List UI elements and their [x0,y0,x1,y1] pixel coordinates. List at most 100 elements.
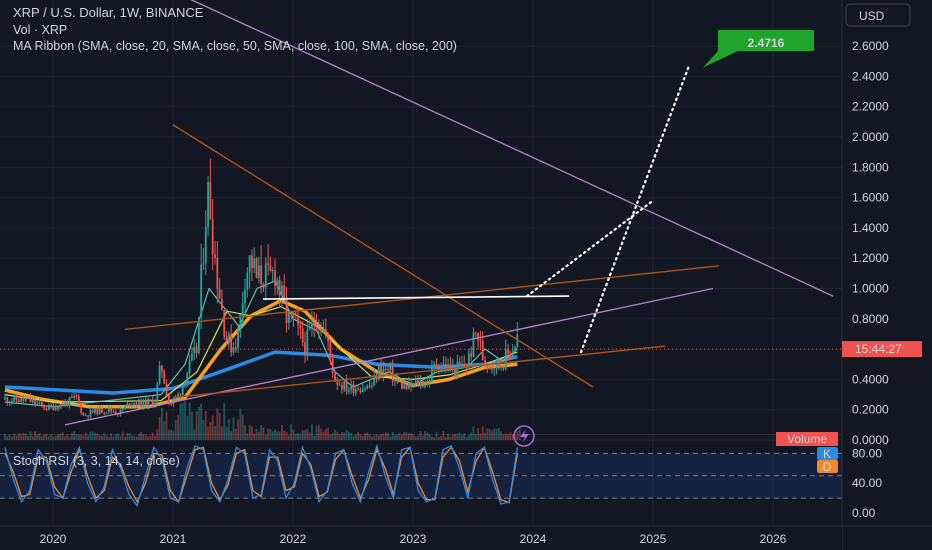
lightning-bolt-glyph [520,429,529,443]
volume-bar [389,436,392,440]
volume-bar [495,429,498,440]
trend-line-white-5 [262,295,570,300]
countdown-badge [842,341,922,358]
candle-body [230,333,233,353]
volume-bar [414,436,417,440]
candle-body [297,317,299,325]
candle-body [431,367,433,382]
candle-body [481,340,484,361]
candle-body [488,366,491,368]
candle-body [403,384,406,389]
volume-bar [191,411,193,440]
volume-bar [361,435,364,440]
volume-badge [776,432,838,446]
volume-bar [177,415,179,440]
candle-body [467,353,470,368]
candle-body [204,227,207,264]
volume-bar [514,435,516,440]
volume-bar [161,407,163,440]
volume-bar [13,433,16,440]
candle-body [147,399,149,407]
countdown-label: 15:44:27 [855,342,902,356]
volume-bar [237,419,239,440]
candle-body [57,407,59,409]
volume-bar [375,434,378,440]
candle-body [514,347,516,352]
volume-bars [4,401,521,440]
volume-bar [59,433,62,440]
volume-bar [456,433,459,440]
time-tick-label: 2023 [400,532,427,546]
candle-body [41,402,43,406]
volume-bar [394,435,396,440]
candle-body [110,408,113,412]
volume-bar [200,403,203,440]
volume-bar [345,429,348,440]
candle-body [424,384,426,387]
volume-bar [444,436,447,440]
candle-body [405,384,408,390]
candle-body [200,264,203,318]
volume-bar [502,434,505,440]
volume-bar [77,434,80,440]
volume-bar [31,436,34,440]
volume-bar [66,434,69,440]
candle-body [311,322,313,329]
lightning-icon[interactable] [513,425,535,447]
volume-bar [218,412,221,440]
candle-body [237,328,239,348]
volume-bar [387,432,389,440]
candle-body [91,410,94,413]
volume-legend: Vol · XRP [13,23,68,37]
symbol-title: XRP / U.S. Dollar, 1W, BINANCE [13,5,204,20]
candle-body [149,399,152,401]
volume-bar [156,429,159,440]
candle-body [292,312,295,318]
volume-bar [371,436,373,440]
volume-bar [331,432,334,440]
volume-bar [43,434,46,440]
volume-bar [151,432,154,440]
volume-bar [202,420,205,440]
candle-body [29,397,32,402]
candle-body [135,403,138,406]
candle-body [140,399,143,408]
stoch-rsi-pane [0,434,842,499]
candle-body [317,328,320,330]
volume-bar [207,426,209,440]
candle-body [184,384,186,386]
volume-bar [255,428,258,440]
candle-body [269,264,272,272]
volume-bar [278,431,281,440]
volume-bar [281,424,283,440]
time-tick-label: 2021 [160,532,187,546]
volume-bar [271,431,274,440]
currency-button[interactable] [845,3,911,27]
candle-body [419,381,422,386]
price-tick-label: 1.6000 [852,191,889,205]
volume-bar [257,431,260,440]
volume-bar [68,436,71,440]
candle-body [177,394,179,397]
volume-bar [47,436,50,440]
candle-body [31,399,34,402]
volume-bar [251,426,253,440]
volume-bar [401,434,403,440]
volume-bar [140,431,143,440]
candle-body [179,394,182,396]
volume-bar [405,432,408,440]
candle-body [181,385,184,396]
volume-bar [424,431,426,440]
volume-bar [297,433,299,440]
candle-body [345,381,348,392]
candle-body [121,409,124,411]
candle-body [170,403,173,405]
candle-body [221,299,223,311]
candle-body [75,395,78,397]
volume-bar [516,430,519,440]
volume-bar [410,433,413,440]
candle-body [401,381,403,389]
volume-bar [121,431,124,440]
